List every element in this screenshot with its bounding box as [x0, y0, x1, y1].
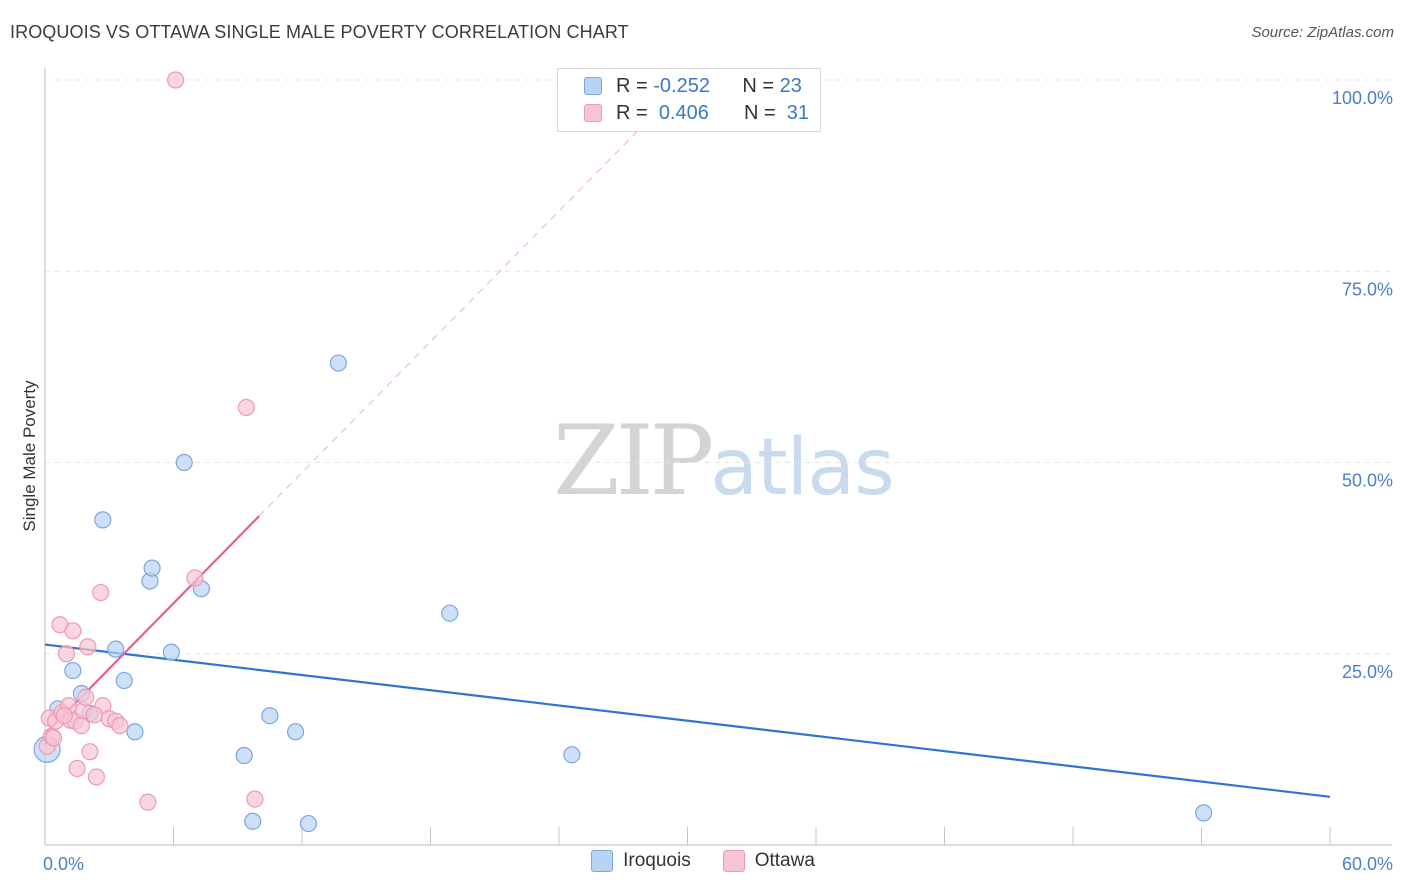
point-iroquois	[143, 559, 161, 577]
point-ottawa	[72, 717, 91, 735]
point-ottawa	[68, 759, 86, 778]
point-iroquois	[1195, 804, 1213, 822]
tick-label-layer: 25.0% 50.0% 75.0% 100.0% 0.0% 60.0%	[43, 88, 1393, 874]
point-layer	[33, 71, 1213, 833]
y-tick-label: 25.0%	[1342, 662, 1393, 682]
point-ottawa	[139, 793, 157, 811]
source-label: Source: ZipAtlas.com	[1251, 24, 1394, 41]
y-tick-label: 50.0%	[1342, 471, 1393, 491]
point-ottawa	[87, 768, 106, 786]
point-iroquois	[107, 640, 125, 658]
point-iroquois	[175, 453, 193, 472]
trend-line-iroquois	[44, 643, 1331, 798]
point-ottawa	[64, 622, 82, 640]
point-ottawa	[237, 398, 255, 417]
series-legend: Iroquois Ottawa	[0, 850, 1406, 872]
point-iroquois	[162, 643, 180, 661]
point-iroquois	[329, 354, 348, 372]
point-ottawa	[167, 71, 185, 89]
point-ottawa	[57, 645, 76, 663]
point-iroquois	[299, 814, 318, 833]
point-iroquois	[115, 671, 133, 690]
legend-n-value-iroquois: 23	[779, 74, 802, 97]
legend-label-ottawa: Ottawa	[754, 850, 815, 871]
legend-swatch-ottawa	[584, 104, 602, 122]
legend-r-value-ottawa: 0.406	[658, 101, 709, 124]
point-iroquois	[261, 707, 279, 725]
watermark-atlas: atlas	[710, 423, 894, 513]
trend-extension-ottawa	[258, 114, 654, 517]
point-ottawa	[85, 706, 103, 724]
watermark: ZIPatlas	[553, 405, 895, 517]
y-tick-label: 100.0%	[1332, 88, 1393, 108]
point-iroquois	[286, 723, 305, 741]
legend-item-iroquois[interactable]: Iroquois	[591, 850, 691, 872]
point-iroquois	[235, 746, 253, 765]
point-ottawa	[186, 569, 204, 587]
legend-r-label: R =	[616, 74, 648, 97]
point-ottawa	[92, 583, 110, 602]
legend-label-iroquois: Iroquois	[623, 850, 691, 871]
legend-item-ottawa[interactable]: Ottawa	[722, 850, 815, 872]
point-ottawa	[79, 638, 97, 656]
legend-r-value-iroquois: -0.252	[653, 74, 710, 97]
point-ottawa	[111, 717, 129, 735]
point-iroquois	[244, 812, 262, 830]
x-tick-label: 60.0%	[1342, 854, 1393, 874]
point-ottawa	[81, 743, 99, 761]
legend-n-label: N =	[743, 101, 776, 124]
trend-layer	[44, 114, 1331, 798]
legend-swatch-iroquois	[591, 850, 614, 872]
legend-swatch-iroquois	[584, 77, 602, 95]
legend-row-iroquois: R = -0.252 N = 23	[584, 73, 802, 99]
watermark-zip: ZIP	[553, 405, 714, 517]
point-iroquois	[64, 661, 82, 680]
legend-n-label: N =	[742, 74, 775, 97]
correlation-legend: R = -0.252 N = 23 R = 0.406 N = 31	[557, 68, 821, 132]
point-ottawa	[246, 790, 264, 808]
legend-row-ottawa: R = 0.406 N = 31	[584, 100, 809, 126]
grid-layer	[45, 79, 1392, 655]
point-iroquois	[126, 723, 144, 741]
legend-swatch-ottawa	[722, 850, 745, 872]
point-ottawa	[55, 707, 73, 725]
chart-title: IROQUOIS VS OTTAWA SINGLE MALE POVERTY C…	[10, 22, 629, 42]
axis-layer	[44, 68, 1392, 846]
point-ottawa	[77, 688, 95, 706]
x-tick-label: 0.0%	[43, 854, 84, 874]
point-iroquois	[441, 604, 459, 622]
point-iroquois	[94, 511, 112, 529]
point-ottawa	[44, 729, 63, 747]
y-tick-label: 75.0%	[1342, 279, 1393, 299]
legend-n-value-ottawa: 31	[786, 101, 809, 124]
point-iroquois	[563, 746, 581, 764]
legend-r-label: R =	[616, 101, 648, 124]
